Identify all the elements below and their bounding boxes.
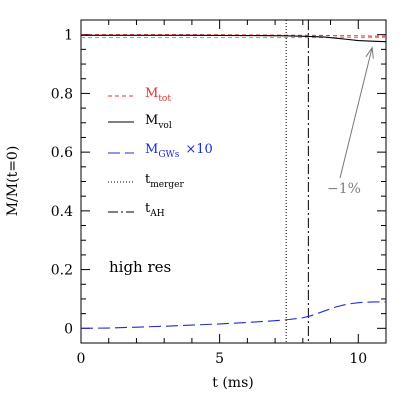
x-tick-label: 5: [215, 351, 224, 367]
annotation-high-res: high res: [109, 258, 171, 276]
y-tick-label: 0.2: [51, 263, 73, 279]
series-line-tot: [81, 34, 386, 37]
x-tick-label: 0: [77, 351, 86, 367]
y-tick-label: 0: [64, 321, 73, 337]
y-tick-label: 1: [64, 28, 73, 44]
x-axis-title: t (ms): [212, 375, 253, 391]
annotation-arrow: [339, 47, 373, 179]
legend-label-m-tot: Mtot: [145, 86, 171, 104]
annotation-minus-1pct: −1%: [327, 181, 361, 197]
x-axis: 0 5 10: [77, 20, 387, 367]
annotation-arrowhead: [365, 46, 374, 59]
x-tick-label: 10: [349, 351, 367, 367]
legend-label-t-merger: tmerger: [145, 172, 184, 190]
plot-area: [81, 20, 386, 343]
series-lines: [81, 34, 386, 329]
y-tick-label: 0.8: [51, 86, 73, 102]
series-line-gws: [81, 301, 386, 329]
series-line-vol: [81, 34, 386, 43]
y-tick-label: 0.4: [51, 204, 73, 220]
vertical-lines: [285, 20, 309, 343]
y-axis-title: M/M(t=0): [5, 146, 21, 217]
legend-label-t-ah: tAH: [145, 201, 165, 219]
legend-label-m-gws: MGWs ×10: [145, 142, 213, 160]
y-axis: 0 0.2 0.4 0.6 0.8 1: [51, 19, 386, 344]
y-tick-label: 0.6: [51, 145, 73, 161]
legend-label-m-vol: Mvol: [145, 113, 172, 131]
legend: Mtot Mvol MGWs ×10 tmerger tAH: [108, 86, 213, 219]
